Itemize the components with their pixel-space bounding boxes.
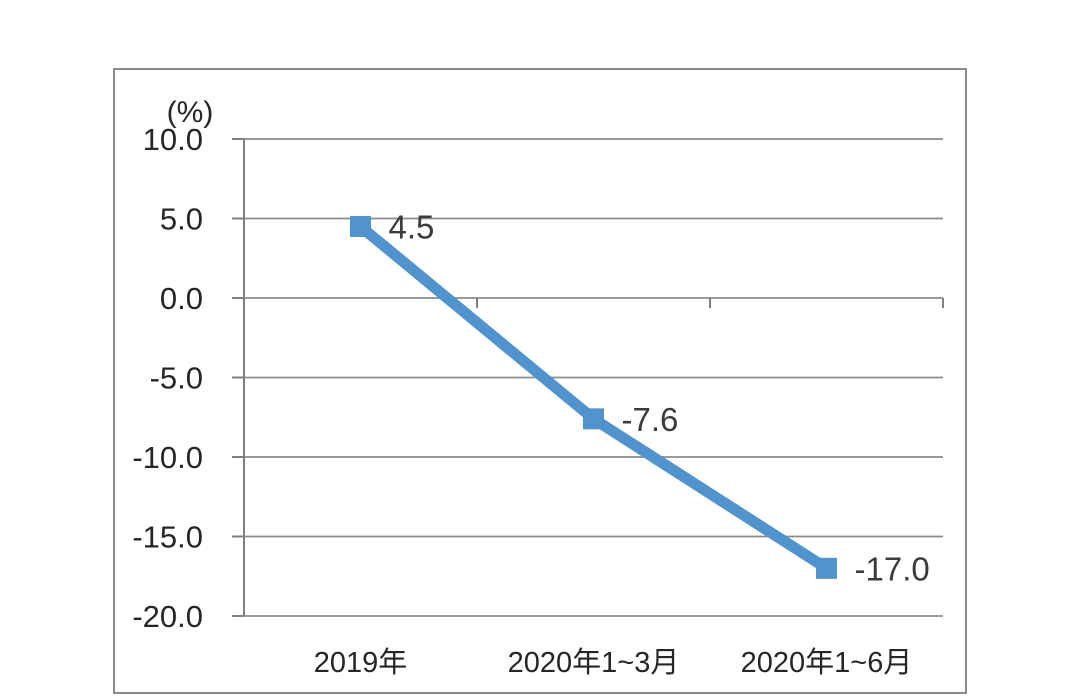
y-tick-label: -15.0: [132, 520, 203, 555]
data-label: -17.0: [855, 550, 930, 587]
series-marker: [816, 557, 837, 579]
y-tick-label: 0.0: [160, 281, 203, 316]
line-chart-svg: 4.5 -7.6 -17.0 10.0 5.0 0.0 -5.0 -10.0 -15.0 -20.…: [132, 96, 944, 679]
x-category-label: 2020年1~3月: [508, 646, 680, 679]
x-category-label: 2020年1~6月: [741, 646, 913, 679]
y-tick-label: -10.0: [132, 440, 203, 475]
y-tick-label: -5.0: [150, 361, 203, 396]
data-label: 4.5: [389, 208, 435, 245]
x-category-label: 2019年: [314, 646, 408, 679]
series-line: [356, 222, 830, 573]
series-marker: [583, 408, 604, 430]
y-tick-label: 5.0: [160, 202, 203, 237]
y-tick-label: 10.0: [143, 122, 203, 157]
data-label: -7.6: [622, 401, 679, 438]
y-axis-unit-label: (%): [167, 96, 214, 129]
series-marker: [350, 215, 371, 237]
y-tick-label: -20.0: [132, 599, 203, 634]
chart-panel: 4.5 -7.6 -17.0 10.0 5.0 0.0 -5.0 -10.0 -15.0 -20.…: [113, 68, 967, 694]
